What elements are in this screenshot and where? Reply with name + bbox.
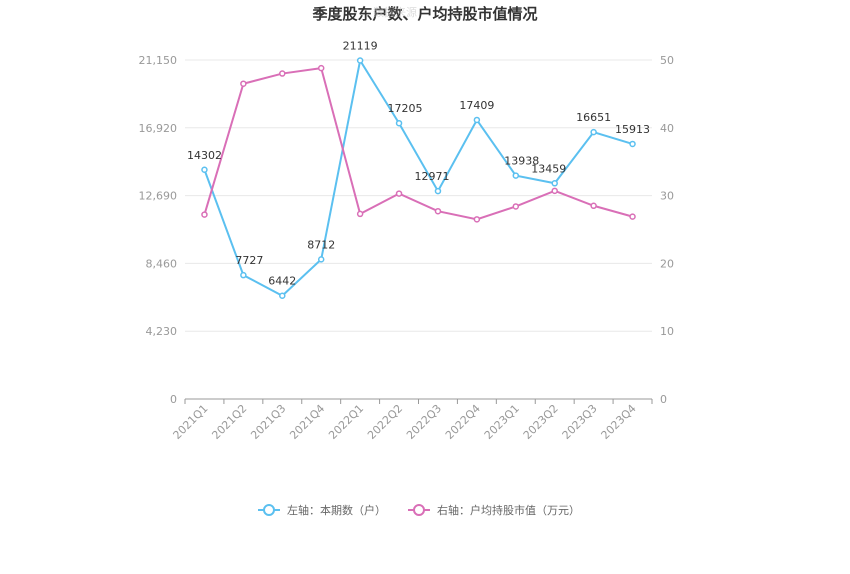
watermark: 数据来源 [373,5,417,19]
data-label: 17205 [388,102,423,115]
x-tick-label: 2021Q2 [209,402,249,442]
legend-label: 左轴：本期数（户） [287,503,386,517]
x-tick-label: 2022Q1 [326,402,366,442]
left-tick-label: 0 [170,393,177,406]
x-tick-label: 2023Q1 [482,402,522,442]
data-point[interactable] [590,202,597,210]
legend[interactable]: 左轴：本期数（户） 右轴：户均持股市值（万元） [258,503,580,517]
series-line-value-per-holder [203,67,633,221]
series-layer [201,57,636,299]
data-point[interactable] [356,210,364,218]
data-point[interactable] [279,70,286,77]
left-tick-label: 4,230 [146,325,178,338]
x-tick-label: 2022Q3 [404,402,444,442]
data-label: 6442 [268,275,296,288]
left-tick-label: 12,690 [139,190,178,203]
data-point[interactable] [590,128,597,136]
data-point[interactable] [473,116,481,124]
series-line-holders [203,57,633,297]
data-labels: 14302 7727 6442 8712 21119 17205 12971 17409 139… [187,39,650,287]
data-label: 8712 [307,238,335,251]
right-tick-label: 0 [660,393,667,406]
x-tick-label: 2021Q4 [287,402,327,442]
data-point[interactable] [395,119,403,127]
right-tick-label: 20 [660,257,674,270]
grid [185,59,652,332]
data-point[interactable] [240,80,247,87]
data-label: 14302 [187,149,222,162]
right-tick-label: 10 [660,325,674,338]
data-label: 16651 [576,111,611,124]
data-point[interactable] [512,172,520,179]
right-tick-label: 50 [660,54,674,67]
legend-swatch-marker [263,504,275,516]
data-point[interactable] [551,187,558,195]
x-tick-label: 2023Q2 [521,402,561,442]
data-label: 17409 [459,99,494,112]
legend-item[interactable]: 右轴：户均持股市值（万元） [408,503,580,517]
x-tick-label: 2021Q3 [248,402,288,442]
data-point[interactable] [395,190,403,197]
data-point[interactable] [201,211,208,218]
data-point[interactable] [317,256,325,263]
data-point[interactable] [356,57,364,64]
left-tick-label: 16,920 [139,122,178,135]
data-point[interactable] [434,187,442,195]
legend-swatch-marker [413,504,425,516]
data-point[interactable] [201,166,208,174]
data-point[interactable] [434,207,442,215]
data-label: 13938 [504,155,539,168]
data-point[interactable] [240,271,247,279]
right-tick-label: 30 [660,190,674,203]
data-point[interactable] [317,64,325,72]
data-label: 21119 [343,39,378,52]
data-point[interactable] [512,203,520,210]
legend-item[interactable]: 左轴：本期数（户） [258,503,386,517]
data-point[interactable] [629,140,636,148]
left-tick-label: 8,460 [146,257,178,270]
x-tick-label: 2023Q4 [599,402,639,442]
x-tick-label: 2022Q4 [443,402,483,442]
data-label: 15913 [615,123,650,136]
left-tick-label: 21,150 [139,54,178,67]
x-tick-label: 2021Q1 [171,402,211,442]
x-tick-label: 2022Q2 [365,402,405,442]
x-tick-label: 2023Q3 [560,402,600,442]
data-point[interactable] [279,292,286,299]
data-label: 13459 [531,162,566,175]
right-tick-label: 40 [660,122,674,135]
data-label: 7727 [235,254,263,267]
data-point[interactable] [551,180,558,187]
chart-title: 季度股东户数、户均持股市值情况 [312,5,537,23]
data-label: 12971 [414,170,449,183]
data-point[interactable] [629,213,636,220]
data-point[interactable] [473,216,481,223]
legend-label: 右轴：户均持股市值（万元） [437,503,580,517]
